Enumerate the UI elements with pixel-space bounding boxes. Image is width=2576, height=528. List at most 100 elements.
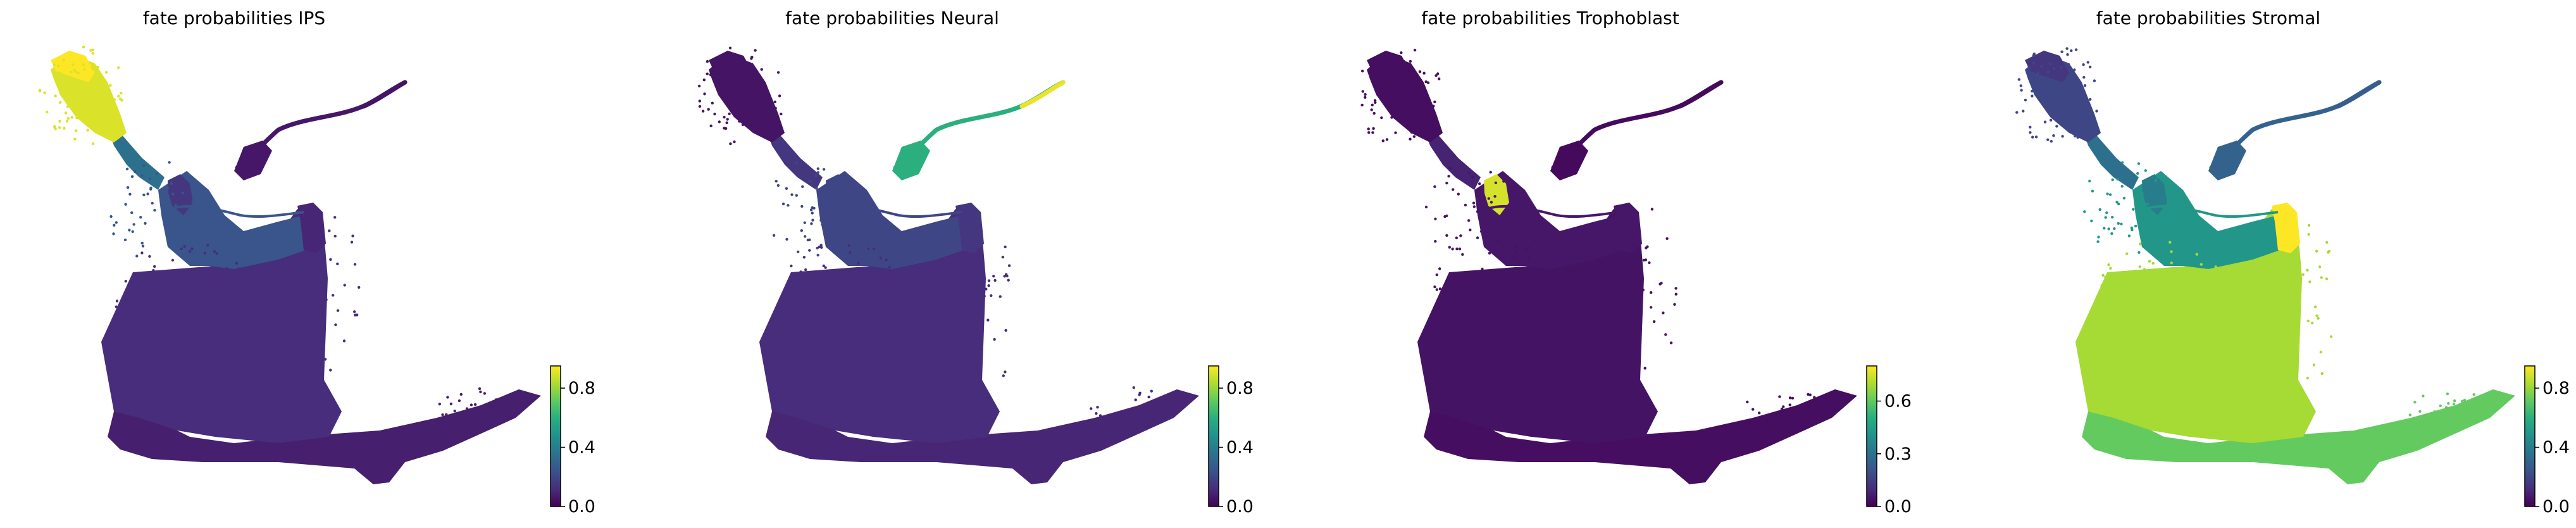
cell-point xyxy=(803,316,806,319)
cell-point xyxy=(1415,79,1418,82)
cell-point xyxy=(193,317,196,320)
region-bridge xyxy=(108,127,165,190)
cell-point xyxy=(816,246,819,249)
cell-point xyxy=(1459,234,1462,237)
cell-point xyxy=(206,244,209,247)
cell-point xyxy=(1476,236,1479,239)
cell-point xyxy=(1673,303,1676,306)
cell-point xyxy=(152,268,155,272)
colorbar: 0.0 0.3 0.6 xyxy=(1866,365,1912,517)
cell-point xyxy=(747,68,750,72)
cell-point xyxy=(1495,242,1498,246)
cell-point xyxy=(2073,122,2076,125)
cell-point xyxy=(438,403,441,406)
cell-point xyxy=(789,286,793,289)
cell-point xyxy=(2183,330,2186,334)
cell-point xyxy=(2181,339,2185,342)
cell-point xyxy=(2075,108,2078,111)
panel-title: fate probabilities Trophoblast xyxy=(1421,8,1679,28)
cell-point xyxy=(1778,395,1781,398)
cell-point xyxy=(1438,77,1441,80)
cell-point xyxy=(149,315,152,318)
cell-point xyxy=(2027,65,2031,69)
cell-point xyxy=(1424,205,1428,209)
region-stromal-patch xyxy=(297,203,326,253)
cell-point xyxy=(323,358,327,361)
cell-point xyxy=(1418,120,1421,123)
cell-point xyxy=(174,229,177,232)
cell-point xyxy=(1371,103,1374,106)
cell-point xyxy=(2032,53,2036,56)
cell-point xyxy=(175,240,178,243)
cell-point xyxy=(1390,116,1393,119)
cell-point xyxy=(2115,201,2119,204)
cell-point xyxy=(2217,312,2220,315)
cell-point xyxy=(1797,414,1800,418)
region-bridge xyxy=(1424,127,1481,190)
cell-point xyxy=(1459,330,1462,334)
cell-point xyxy=(73,137,77,141)
cell-point xyxy=(140,251,144,255)
cell-point xyxy=(797,250,800,253)
cell-point xyxy=(2067,63,2070,66)
cell-point xyxy=(77,72,80,75)
cell-point xyxy=(733,84,736,87)
cell-point xyxy=(2329,335,2333,338)
cell-point xyxy=(1479,230,1483,233)
cell-point xyxy=(2156,175,2160,179)
cell-point xyxy=(132,223,135,226)
cell-point xyxy=(2213,307,2217,310)
cell-point xyxy=(1752,408,1755,411)
cell-point xyxy=(329,258,332,261)
cell-point xyxy=(1548,287,1552,291)
cell-point xyxy=(180,247,183,251)
cell-point xyxy=(707,108,710,111)
cell-point xyxy=(62,94,65,98)
cell-point xyxy=(2201,338,2205,341)
cell-point xyxy=(312,295,316,299)
cell-point xyxy=(2056,87,2060,91)
cell-point xyxy=(990,294,993,298)
cell-point xyxy=(2063,109,2066,113)
cell-point xyxy=(1553,299,1557,303)
cell-point xyxy=(1423,107,1426,110)
cell-point xyxy=(1448,246,1451,249)
cell-point xyxy=(166,186,170,189)
cell-point xyxy=(806,238,810,242)
cell-point xyxy=(191,273,195,276)
region-main-body xyxy=(101,209,342,443)
cell-point xyxy=(196,330,199,334)
cell-point xyxy=(2132,208,2135,211)
cell-point xyxy=(2461,399,2464,403)
region-upper-body xyxy=(816,171,969,269)
embedding-scatter xyxy=(1360,49,1857,484)
cell-point xyxy=(1457,192,1460,196)
cell-point xyxy=(2327,249,2331,253)
cell-point xyxy=(1524,248,1528,251)
embedding-scatter xyxy=(38,46,541,484)
cell-point xyxy=(2043,120,2047,123)
panel-3: fate probabilities Trophoblast 0.0 0.3 0.6 xyxy=(1360,8,1912,517)
cell-point xyxy=(1404,91,1407,94)
cell-point xyxy=(2110,232,2113,236)
cell-point xyxy=(790,264,793,268)
cell-point xyxy=(1664,333,1667,336)
cell-point xyxy=(494,398,498,401)
cell-point xyxy=(2060,89,2063,92)
cell-point xyxy=(2291,303,2295,306)
cell-point xyxy=(182,294,185,298)
cell-point xyxy=(1098,414,1102,417)
cell-point xyxy=(77,106,80,109)
cell-point xyxy=(187,222,190,225)
cell-point xyxy=(1416,124,1419,127)
cell-point xyxy=(2074,131,2077,134)
cell-point xyxy=(2130,226,2133,230)
cell-point xyxy=(730,88,733,91)
cell-point xyxy=(2113,227,2116,230)
region-loop-line xyxy=(2144,204,2279,218)
cell-point xyxy=(2167,303,2170,307)
cell-point xyxy=(888,265,891,269)
cell-point xyxy=(1662,311,1665,315)
cell-point xyxy=(134,281,137,285)
